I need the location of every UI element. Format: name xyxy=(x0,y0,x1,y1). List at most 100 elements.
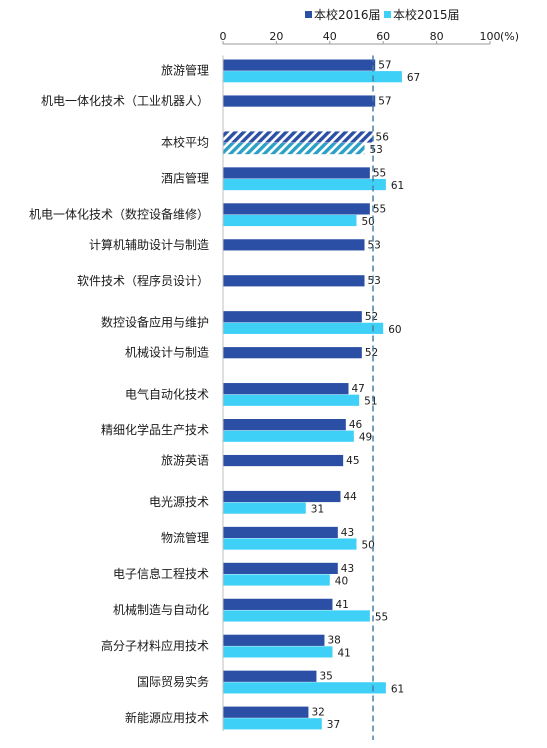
bar-2016-16 xyxy=(223,634,325,646)
value-label-2015-7: 60 xyxy=(388,324,401,336)
bar-2016-9 xyxy=(223,383,349,395)
category-2-label: 本校平均 xyxy=(161,135,209,150)
bar-2016-10 xyxy=(223,419,346,431)
category-1-label: 机电一体化技术（工业机器人） xyxy=(41,94,209,108)
x-axis: 0 20 40 60 80 100 (%) xyxy=(220,30,519,45)
bar-2016-1 xyxy=(223,95,376,107)
bar-2016-7 xyxy=(223,311,362,323)
bar-2015-4 xyxy=(223,214,357,227)
value-label-2016-3: 55 xyxy=(373,167,386,179)
legend-label-1: 本校2016届 xyxy=(314,7,381,22)
bar-2016-4 xyxy=(223,203,370,215)
category-17-label: 国际贸易实务 xyxy=(137,674,209,689)
value-label-2015-0: 67 xyxy=(407,72,420,84)
category-16-label: 高分子材料应用技术 xyxy=(101,638,209,653)
x-tick-label-20: 20 xyxy=(269,30,283,43)
bar-2015-15 xyxy=(223,610,370,622)
value-label-2016-7: 52 xyxy=(365,311,378,323)
value-label-2016-2: 56 xyxy=(376,131,390,143)
value-label-2015-18: 37 xyxy=(327,719,340,731)
value-label-2015-14: 40 xyxy=(335,575,348,587)
bar-2016-11 xyxy=(223,454,344,467)
bar-2016-2 xyxy=(223,131,373,143)
bar-2016-0 xyxy=(223,59,376,71)
value-label-2015-13: 50 xyxy=(362,539,375,551)
category-5-label: 计算机辅助设计与制造 xyxy=(89,237,209,252)
value-label-2016-11: 45 xyxy=(346,455,359,467)
value-label-2016-1: 57 xyxy=(378,95,391,107)
bar-2016-5 xyxy=(223,239,365,251)
bar-2015-9 xyxy=(223,394,360,406)
bar-2016-8 xyxy=(223,347,362,359)
value-label-2015-16: 41 xyxy=(337,647,350,659)
bar-2016-14 xyxy=(223,562,338,574)
x-tick-label-0: 0 xyxy=(220,30,227,43)
category-9-label: 电气自动化技术 xyxy=(125,386,209,401)
category-8-label: 机械设计与制造 xyxy=(125,345,209,360)
bar-2015-16 xyxy=(223,646,333,658)
bar-2016-15 xyxy=(223,598,333,610)
value-label-2016-4: 55 xyxy=(373,203,386,215)
category-7-label: 数控设备应用与维护 xyxy=(101,314,209,329)
bar-2015-3 xyxy=(223,178,386,191)
bar-2015-18 xyxy=(223,718,322,730)
value-label-2016-10: 46 xyxy=(349,419,363,431)
bar-2016-18 xyxy=(223,706,309,718)
bar-2016-6 xyxy=(223,275,365,287)
value-label-2015-12: 31 xyxy=(311,504,324,516)
x-tick-label-60: 60 xyxy=(376,30,390,43)
bar-2015-13 xyxy=(223,538,357,550)
value-label-2016-18: 32 xyxy=(311,707,324,719)
value-label-2016-16: 38 xyxy=(327,635,340,647)
category-4-label: 机电一体化技术（数控设备维修） xyxy=(29,207,209,222)
x-axis-unit: (%) xyxy=(500,30,519,43)
bar-2016-17 xyxy=(223,670,317,682)
value-label-2016-15: 41 xyxy=(335,599,348,611)
value-label-2016-0: 57 xyxy=(378,60,391,72)
bar-2016-13 xyxy=(223,526,338,539)
category-11-label: 旅游英语 xyxy=(161,454,209,468)
value-label-2015-3: 61 xyxy=(391,180,404,192)
bar-2016-3 xyxy=(223,167,370,179)
legend-swatch-2 xyxy=(384,11,391,18)
category-15-label: 机械制造与自动化 xyxy=(113,602,209,617)
value-label-2015-10: 49 xyxy=(359,432,372,444)
value-label-2015-17: 61 xyxy=(391,683,404,695)
bar-2015-7 xyxy=(223,322,384,334)
category-18-label: 新能源应用技术 xyxy=(125,710,209,725)
category-0-label: 旅游管理 xyxy=(161,63,209,78)
value-label-2016-13: 43 xyxy=(341,527,354,539)
bars: 5767575653556155505353526052475146494544… xyxy=(223,59,420,731)
value-label-2016-5: 53 xyxy=(368,239,381,251)
category-12-label: 电光源技术 xyxy=(149,495,209,509)
x-tick-label-40: 40 xyxy=(323,30,337,43)
value-label-2015-9: 51 xyxy=(364,396,377,408)
legend-label-2: 本校2015届 xyxy=(393,7,460,22)
value-label-2015-4: 50 xyxy=(362,216,375,228)
value-label-2015-2: 53 xyxy=(370,144,383,156)
value-label-2016-9: 47 xyxy=(351,383,364,395)
bar-2015-0 xyxy=(223,71,402,83)
bar-2015-12 xyxy=(223,502,306,514)
value-label-2015-15: 55 xyxy=(375,611,388,623)
category-14-label: 电子信息工程技术 xyxy=(113,566,209,581)
bar-2015-2 xyxy=(223,143,365,155)
value-label-2016-14: 43 xyxy=(341,563,354,575)
bar-2015-14 xyxy=(223,574,330,586)
category-6-label: 软件技术（程序员设计） xyxy=(77,273,209,288)
legend-swatch-1 xyxy=(305,11,312,18)
category-13-label: 物流管理 xyxy=(161,530,209,545)
bar-2015-17 xyxy=(223,682,386,694)
legend: 本校2016届 本校2015届 xyxy=(305,7,460,22)
value-label-2016-6: 53 xyxy=(368,275,381,287)
category-10-label: 精细化学品生产技术 xyxy=(101,422,209,437)
category-3-label: 酒店管理 xyxy=(161,171,209,186)
reference-line-group xyxy=(222,55,374,740)
value-label-2016-12: 44 xyxy=(343,491,357,503)
bar-2016-12 xyxy=(223,490,341,503)
bar-2015-10 xyxy=(223,430,354,442)
x-tick-label-80: 80 xyxy=(430,30,444,43)
